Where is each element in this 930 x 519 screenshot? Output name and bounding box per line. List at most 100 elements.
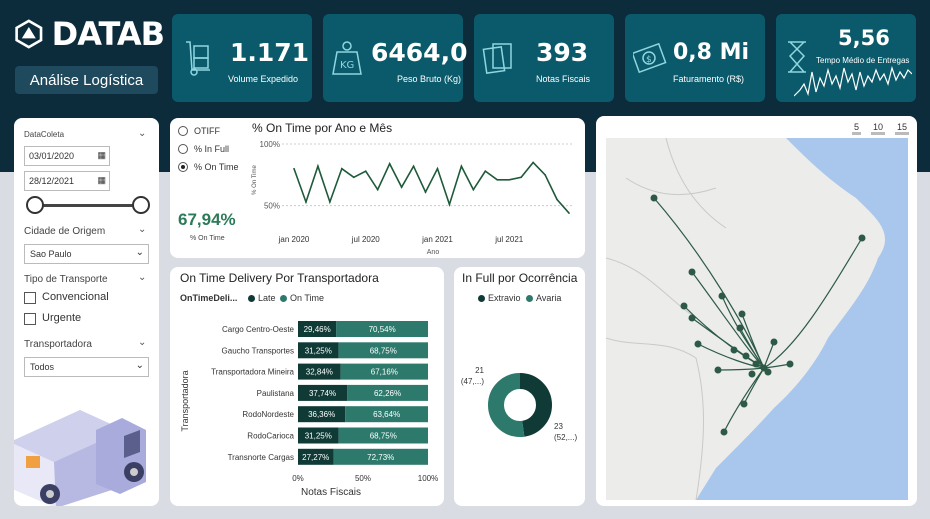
page-title-button[interactable]: Análise Logística <box>15 66 158 94</box>
delivery-card: On Time Delivery Por Transportadora OnTi… <box>170 267 444 506</box>
option-on-time[interactable]: % On Time <box>178 162 239 172</box>
line-point <box>484 170 487 172</box>
ontime-big-label: % On Time <box>190 235 225 242</box>
checkbox-convencional[interactable] <box>24 292 36 304</box>
date-end-input[interactable]: 28/12/2021 ▦ <box>24 171 110 191</box>
bar-chart-title: On Time Delivery Por Transportadora <box>180 271 379 285</box>
chevron-down-icon: ⌄ <box>135 360 144 371</box>
checkbox-urgente[interactable] <box>24 313 36 325</box>
donut-slice-avaria <box>488 373 552 437</box>
donut-label-extravio-count: 21 <box>475 366 484 375</box>
bar-legend-title: OnTimeDeli... <box>180 293 238 303</box>
legend-avaria-swatch <box>526 294 533 302</box>
south-america-land <box>606 138 886 500</box>
kpi-card-weight: KG 6464,0 Peso Bruto (Kg) <box>323 14 467 102</box>
line-point <box>472 188 475 191</box>
bar-category-label: Paulistana <box>257 389 295 398</box>
kpi-value: 0,8 Mi <box>673 40 750 65</box>
date-slider-track[interactable] <box>34 204 142 207</box>
bar-late-label: 37,74% <box>309 389 336 398</box>
bar-on-time-label: 63,64% <box>373 410 400 419</box>
line-point <box>305 201 307 203</box>
zoom-option-15[interactable]: 15 <box>895 122 910 135</box>
documents-icon <box>482 43 512 74</box>
line-point <box>520 176 522 179</box>
line-point <box>352 176 355 179</box>
legend-extravio: Extravio <box>478 293 521 303</box>
bar-on-time <box>338 427 428 444</box>
x-tick-label: 50% <box>355 474 371 483</box>
date-slider-end-handle[interactable] <box>132 196 150 214</box>
date-start-input[interactable]: 03/01/2020 ▦ <box>24 146 110 166</box>
chevron-down-icon[interactable]: ⌄ <box>138 224 147 235</box>
brazil-map[interactable] <box>606 138 908 500</box>
map-zoom-controls: 5 10 15 <box>852 122 910 135</box>
line-point <box>317 165 319 167</box>
bar-on-time <box>340 363 428 380</box>
chevron-down-icon[interactable]: ⌄ <box>138 337 147 348</box>
carrier-select-value: Todos <box>30 362 55 372</box>
chevron-down-icon[interactable]: ⌄ <box>138 128 147 139</box>
logo-text: DATAB <box>51 15 165 53</box>
donut-chart-title: In Full por Ocorrência <box>462 271 578 285</box>
svg-text:$: $ <box>646 55 652 65</box>
date-start-value: 03/01/2020 <box>29 151 75 161</box>
bar-category-label: Cargo Centro-Oeste <box>222 325 295 334</box>
brand-logo: DATAB <box>14 14 165 54</box>
ontime-big-value: 67,94% <box>178 210 236 229</box>
line-point <box>448 203 451 206</box>
bar-on-time-label: 68,75% <box>370 432 397 441</box>
bar-on-time-label: 70,54% <box>369 325 396 334</box>
option-otiff[interactable]: OTIFF <box>178 126 220 136</box>
kpi-label: Volume Expedido <box>228 74 299 84</box>
zoom-option-5[interactable]: 5 <box>852 122 862 135</box>
zoom-option-10[interactable]: 10 <box>871 122 886 135</box>
x-axis-label: Ano <box>427 249 440 256</box>
bar-late <box>298 427 339 444</box>
radio-on-time[interactable] <box>178 162 188 172</box>
bar-category-label: RodoCarioca <box>247 432 294 441</box>
infull-donut-chart: 21 (47,...) 23 (52,...) <box>461 366 578 442</box>
radio-in-full[interactable] <box>178 144 188 154</box>
carrier-filter-label: Transportadora <box>24 339 92 350</box>
y-tick-label: 100% <box>260 140 280 149</box>
carrier-select[interactable]: Todos ⌄ <box>24 357 149 377</box>
origin-select-value: Sao Paulo <box>30 249 72 259</box>
checkbox-urgente-label: Urgente <box>42 312 82 324</box>
radio-otiff[interactable] <box>178 126 188 136</box>
bar-late-label: 27,27% <box>302 453 329 462</box>
option-in-full[interactable]: % In Full <box>178 144 229 154</box>
option-otiff-label: OTIFF <box>194 126 220 136</box>
kpi-card-delivery-time: 5,56 Tempo Médio de Entregas <box>776 14 916 102</box>
legend-avaria-label: Avaria <box>536 293 562 303</box>
line-point <box>341 167 343 170</box>
line-point <box>400 186 403 188</box>
calendar-icon[interactable]: ▦ <box>97 150 106 160</box>
bar-late <box>298 406 346 423</box>
legend-late: Late <box>248 293 276 303</box>
ontime-series-line <box>293 161 570 214</box>
chevron-down-icon[interactable]: ⌄ <box>138 272 147 283</box>
bar-on-time-label: 62,26% <box>374 389 401 398</box>
date-filter-label: DataColeta <box>24 130 65 139</box>
bar-category-label: Gaucho Transportes <box>222 346 294 355</box>
y-tick-label: 50% <box>264 202 280 211</box>
bar-on-time <box>347 384 428 401</box>
x-tick-label: jan 2020 <box>278 235 310 244</box>
legend-avaria: Avaria <box>526 293 561 303</box>
bar-late-label: 31,25% <box>305 432 332 441</box>
bar-on-time <box>338 342 428 359</box>
origin-select[interactable]: Sao Paulo ⌄ <box>24 244 149 264</box>
x-axis-label: Notas Fiscais <box>301 487 361 498</box>
origin-filter-label: Cidade de Origem <box>24 226 106 237</box>
svg-text:KG: KG <box>340 60 354 71</box>
bar-late-label: 32,84% <box>306 368 333 377</box>
calendar-icon[interactable]: ▦ <box>97 175 106 185</box>
kpi-sparkline <box>794 65 912 97</box>
date-slider-start-handle[interactable] <box>26 196 44 214</box>
bar-late-label: 29,46% <box>304 325 331 334</box>
x-tick-label: 100% <box>418 474 438 483</box>
ontime-bar-chart: Cargo Centro-Oeste 29,46% 70,54% Gaucho Tra… <box>180 321 438 498</box>
filter-panel: DataColeta ⌄ 03/01/2020 ▦ 28/12/2021 ▦ C… <box>14 118 159 506</box>
kpi-label: Tempo Médio de Entregas <box>816 56 910 65</box>
